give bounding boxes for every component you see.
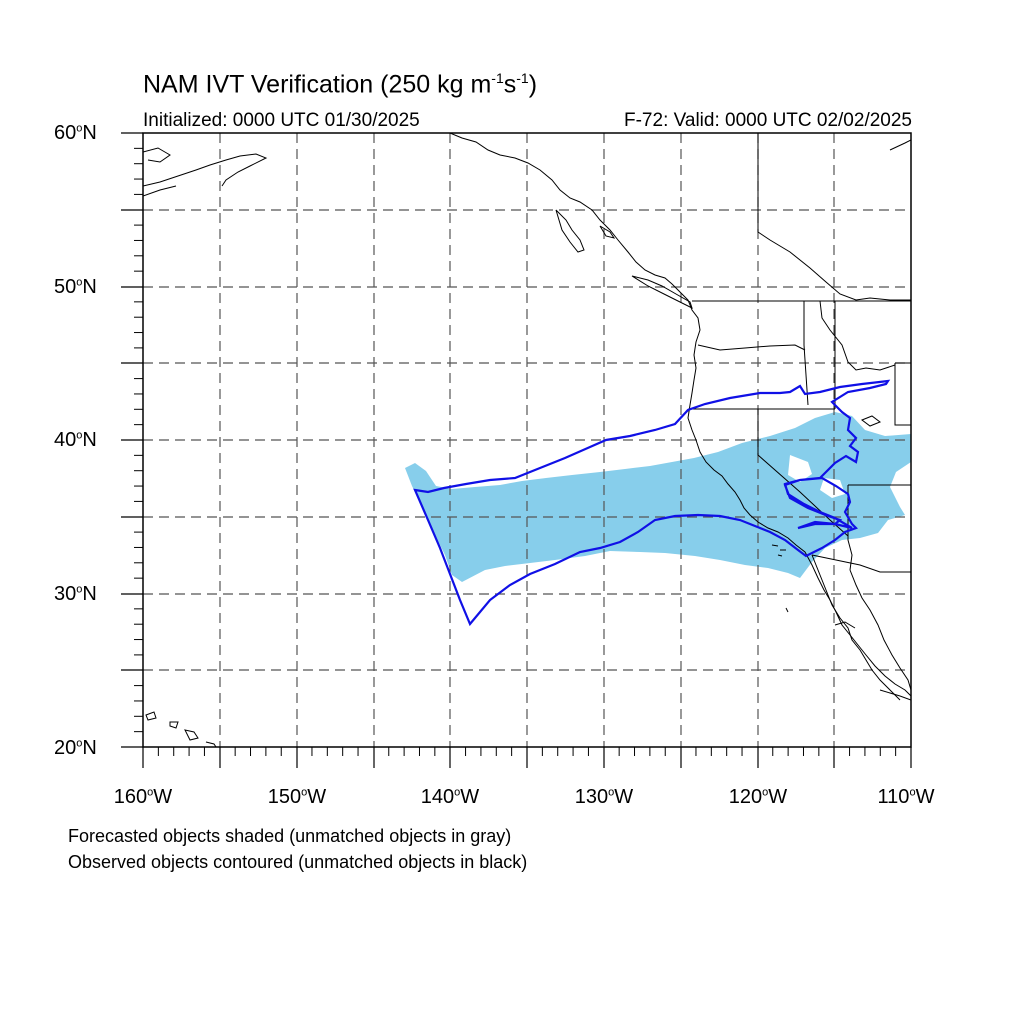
lat-ticks [121,132,143,748]
lon-label-110w: 110oW [877,786,935,808]
valid-time-label: F-72: Valid: 0000 UTC 02/02/2025 [624,110,912,131]
lon-label-140w: 140oW [420,786,480,808]
lon-label-150w: 150oW [267,786,327,808]
lat-label-20: 20oN [54,737,97,759]
lat-label-60: 60oN [54,122,97,144]
lon-minor-ticks [157,747,897,756]
lon-label-120w: 120oW [728,786,788,808]
lat-label-30: 30oN [54,583,97,605]
map-title: NAM IVT Verification (250 kg m-1s-1) [143,70,538,99]
lat-label-40: 40oN [54,429,97,451]
initialized-label: Initialized: 0000 UTC 01/30/2025 [143,110,420,131]
lon-label-160w: 160oW [113,786,173,808]
lon-label-130w: 130oW [574,786,634,808]
legend-forecast-text: Forecasted objects shaded (unmatched obj… [68,826,512,846]
coastlines [143,133,911,747]
legend-observed-text: Observed objects contoured (unmatched ob… [68,852,528,872]
observed-object-contour [413,379,891,627]
lat-minor-ticks [134,147,143,733]
lat-lon-grid [143,133,911,747]
lon-ticks [142,747,912,768]
lat-label-50: 50oN [54,276,97,298]
